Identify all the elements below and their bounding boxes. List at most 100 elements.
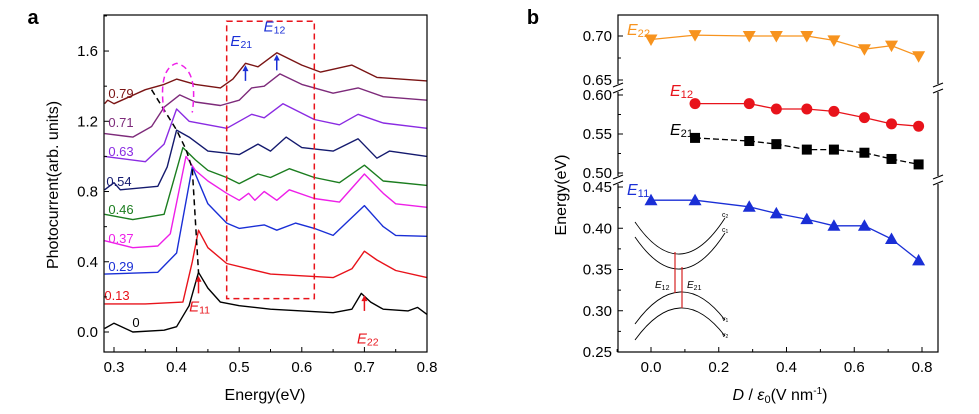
x-tick-label-b: 0.6 [844,359,865,376]
y-axis-label-a: Photocurrent(arb. units) [45,101,62,269]
y-tick-label-a: 0.8 [77,184,98,201]
series-line-0.79 [104,52,428,105]
data-point-E21 [801,144,812,155]
x-tick-label-a: 0.5 [229,359,250,376]
series-line-0 [104,271,428,333]
data-point-E12 [801,103,813,115]
data-point-E11 [742,200,756,212]
axis-break-gap [936,84,940,92]
band-label-v2: v2 [722,332,729,340]
label-e21: E21 [230,33,252,51]
y-tick-label-b: 0.55 [583,126,612,143]
label-e12: E12 [264,19,286,37]
x-tick-label-b: 0.0 [641,359,662,376]
axis-break-gap [936,176,940,184]
y-tick-label-b: 0.50 [583,165,612,182]
data-point-E12 [689,98,701,110]
data-point-E21 [771,139,782,150]
y-tick-label-b: 0.45 [583,179,612,196]
inset-label-e12: E12 [655,280,670,292]
series-label-0.71: 0.71 [108,115,133,130]
band-label-c1: c1 [722,227,729,235]
axis-break-mark [612,180,624,186]
series-label-0.29: 0.29 [108,259,133,274]
band-label-v1: v1 [722,316,729,324]
x-tick-label-a: 0.6 [291,359,312,376]
arrow-e22-head [361,295,368,302]
data-point-E12 [770,103,782,115]
data-point-E11 [827,219,841,231]
y-tick-label-b: 0.60 [583,87,612,104]
data-point-E21 [690,132,701,143]
data-point-E21 [744,136,755,147]
peak-dashed-circle [161,62,195,113]
x-axis-label-a: Energy(eV) [225,387,306,404]
data-point-E21 [886,153,897,164]
data-point-E11 [644,193,658,206]
series-line-0.54 [104,129,428,191]
plot-frame-b [617,14,939,353]
axis-break-mark [612,88,624,94]
x-axis-label-b: D / ε0(V nm-1) [733,386,828,406]
data-point-E21 [828,144,839,155]
data-point-E11 [688,193,702,206]
data-point-E11 [912,253,926,266]
arrow-e12-head [273,54,280,61]
series-label-0.13: 0.13 [104,288,129,303]
plot-frame-a [103,14,428,353]
data-point-E12 [743,98,755,110]
band-v2 [634,307,726,341]
axis-break-mark [932,88,944,94]
x-tick-label-b: 0.8 [912,359,933,376]
x-tick-label-a: 0.7 [354,359,375,376]
label-e11: E11 [189,299,210,317]
x-tick-label-a: 0.8 [417,359,438,376]
x-tick-label-a: 0.3 [104,359,125,376]
data-point-E22 [769,31,783,43]
data-point-E22 [912,51,926,63]
axis-break-mark [932,174,944,180]
data-point-E12 [828,105,840,117]
data-point-E12 [913,120,925,132]
band-diagram-inset: c2 c1 v1 v2 [634,212,729,341]
axis-break-gap [616,176,620,184]
axis-break-mark [932,180,944,186]
data-point-E22 [885,40,899,53]
data-point-E22 [800,31,814,43]
series-line-0.13 [104,229,428,305]
x-tick-label-b: 0.2 [708,359,729,376]
data-point-E22 [857,44,871,56]
y-tick-label-b: 0.70 [583,28,612,45]
data-point-E22 [827,35,841,47]
data-point-E11 [800,212,814,225]
arrow-e11-head [195,275,202,282]
series-label-0: 0 [132,315,139,330]
series-line-0.37 [104,155,428,249]
series-label-0.79: 0.79 [108,86,133,101]
y-tick-label-a: 0.0 [77,324,98,341]
series-label-0.54: 0.54 [106,174,131,189]
data-point-E11 [885,232,899,244]
y-tick-label-b: 0.65 [583,72,612,89]
panel-label-a: a [27,7,39,29]
data-point-E22 [742,31,756,43]
data-point-E21 [913,159,924,170]
inset-label-e21: E21 [687,280,702,292]
panel-label-b: b [527,7,539,29]
y-tick-label-b: 0.35 [583,262,612,279]
label-e22: E22 [357,330,379,348]
x-tick-label-b: 0.4 [776,359,797,376]
band-c2 [634,217,726,255]
data-point-E11 [857,219,871,231]
band-c1 [634,232,726,270]
y-tick-label-b: 0.30 [583,303,612,320]
series-label-E22: E22 [627,22,650,40]
series-line-0.29 [104,166,428,275]
data-point-E12 [886,118,898,130]
series-label-0.63: 0.63 [108,144,133,159]
axis-break-mark [612,174,624,180]
y-tick-label-b: 0.40 [583,220,612,237]
axis-break-mark [612,82,624,88]
series-label-0.46: 0.46 [108,202,133,217]
